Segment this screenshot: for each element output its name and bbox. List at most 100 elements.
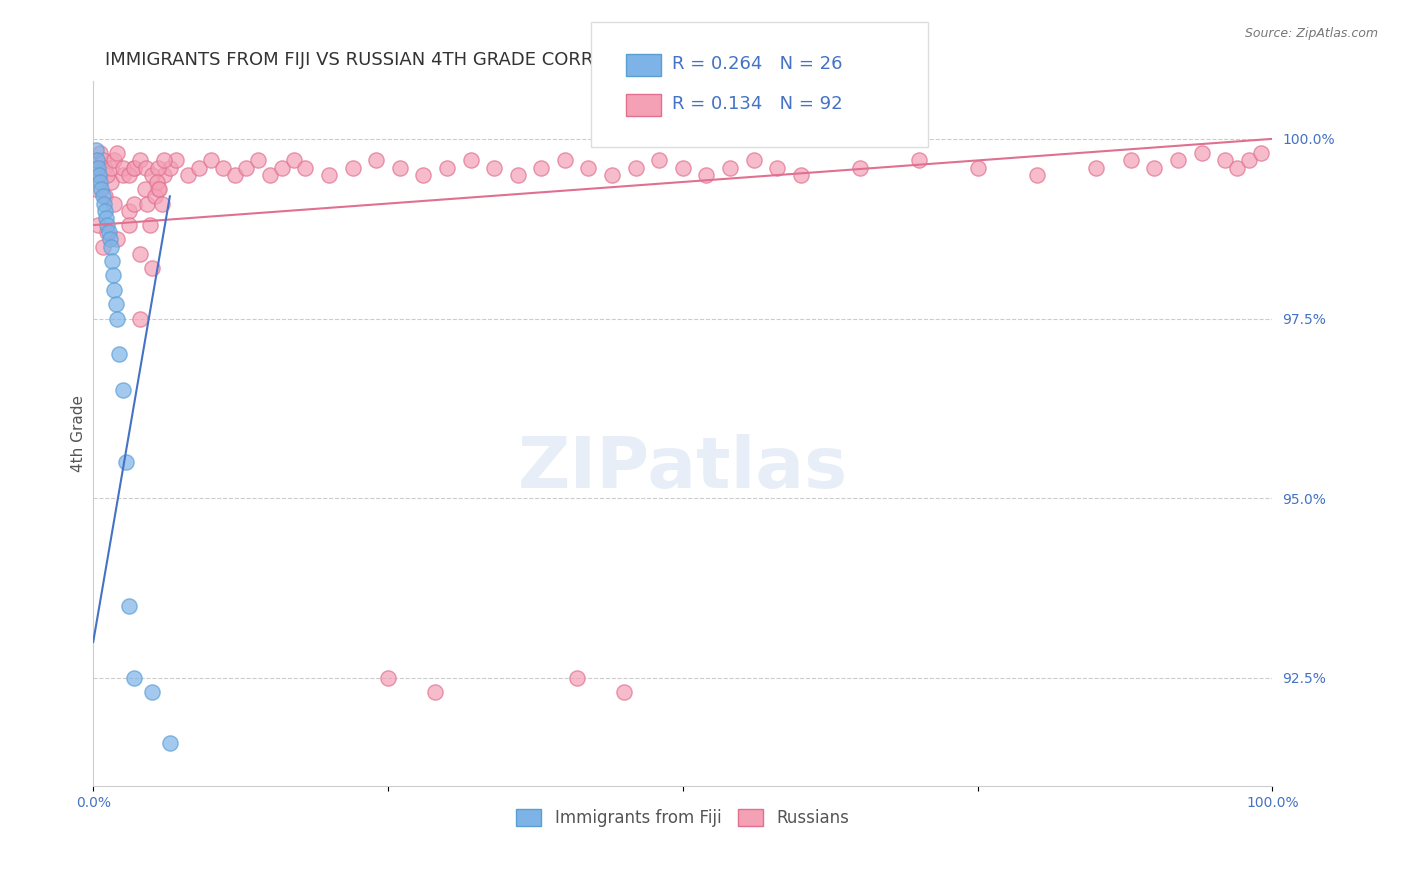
Immigrants from Fiji — [105, 311, 128, 326]
Russians — [436, 161, 458, 175]
Immigrants from Fiji — [100, 240, 122, 254]
Immigrants from Fiji — [90, 182, 112, 196]
Russians — [283, 153, 305, 168]
Russians — [111, 161, 134, 175]
Russians — [718, 161, 741, 175]
Russians — [1237, 153, 1260, 168]
Russians — [117, 168, 139, 182]
Russians — [766, 161, 789, 175]
Russians — [742, 153, 765, 168]
Russians — [578, 161, 600, 175]
Russians — [165, 153, 187, 168]
Immigrants from Fiji — [87, 168, 110, 182]
Russians — [153, 168, 176, 182]
Russians — [482, 161, 505, 175]
Russians — [695, 168, 717, 182]
Russians — [200, 153, 222, 168]
Russians — [259, 168, 281, 182]
Russians — [139, 218, 162, 232]
Russians — [247, 153, 270, 168]
Russians — [366, 153, 388, 168]
Russians — [117, 218, 139, 232]
Russians — [105, 232, 128, 246]
Russians — [613, 685, 636, 699]
Immigrants from Fiji — [111, 384, 134, 398]
Immigrants from Fiji — [96, 211, 118, 225]
Russians — [294, 161, 316, 175]
Russians — [506, 168, 529, 182]
Immigrants from Fiji — [104, 297, 127, 311]
Russians — [1213, 153, 1236, 168]
Russians — [94, 189, 117, 203]
Russians — [907, 153, 929, 168]
Y-axis label: 4th Grade: 4th Grade — [72, 395, 86, 472]
Russians — [89, 146, 111, 161]
Russians — [111, 168, 134, 182]
Russians — [94, 161, 117, 175]
Russians — [1025, 168, 1047, 182]
Immigrants from Fiji — [141, 685, 163, 699]
Immigrants from Fiji — [86, 153, 108, 168]
Text: R = 0.134   N = 92: R = 0.134 N = 92 — [672, 95, 842, 113]
Russians — [412, 168, 434, 182]
Immigrants from Fiji — [97, 225, 120, 239]
Immigrants from Fiji — [93, 196, 115, 211]
Russians — [188, 161, 211, 175]
Russians — [377, 671, 399, 685]
Russians — [600, 168, 623, 182]
Immigrants from Fiji — [115, 455, 138, 469]
Russians — [84, 182, 107, 196]
Russians — [153, 153, 176, 168]
Russians — [141, 168, 163, 182]
Legend: Immigrants from Fiji, Russians: Immigrants from Fiji, Russians — [510, 802, 856, 834]
Russians — [270, 161, 292, 175]
Russians — [1143, 161, 1166, 175]
Russians — [1191, 146, 1213, 161]
Immigrants from Fiji — [84, 143, 107, 157]
Immigrants from Fiji — [96, 218, 118, 232]
Russians — [460, 153, 482, 168]
Russians — [89, 168, 111, 182]
Immigrants from Fiji — [159, 736, 181, 750]
Russians — [425, 685, 447, 699]
Russians — [103, 153, 125, 168]
Russians — [129, 247, 152, 261]
Russians — [624, 161, 647, 175]
Immigrants from Fiji — [98, 232, 121, 246]
Russians — [100, 175, 122, 189]
Immigrants from Fiji — [108, 347, 131, 361]
Immigrants from Fiji — [101, 254, 124, 268]
Russians — [146, 161, 169, 175]
Russians — [148, 182, 170, 196]
Russians — [124, 161, 146, 175]
Russians — [235, 161, 257, 175]
Russians — [1167, 153, 1189, 168]
Russians — [1226, 161, 1249, 175]
Russians — [966, 161, 988, 175]
Russians — [134, 182, 156, 196]
Russians — [87, 218, 110, 232]
Russians — [105, 146, 128, 161]
Russians — [96, 168, 118, 182]
Russians — [146, 182, 169, 196]
Russians — [565, 671, 588, 685]
Russians — [530, 161, 553, 175]
Russians — [96, 225, 118, 239]
Russians — [318, 168, 340, 182]
Text: ZIPatlas: ZIPatlas — [517, 434, 848, 503]
Russians — [224, 168, 246, 182]
Russians — [648, 153, 671, 168]
Russians — [117, 203, 139, 218]
Text: IMMIGRANTS FROM FIJI VS RUSSIAN 4TH GRADE CORRELATION CHART: IMMIGRANTS FROM FIJI VS RUSSIAN 4TH GRAD… — [105, 51, 737, 69]
Russians — [103, 196, 125, 211]
Russians — [388, 161, 411, 175]
Russians — [159, 161, 181, 175]
Immigrants from Fiji — [103, 268, 125, 283]
Immigrants from Fiji — [103, 283, 125, 297]
Russians — [141, 261, 163, 276]
Russians — [143, 189, 166, 203]
Russians — [790, 168, 813, 182]
Immigrants from Fiji — [89, 175, 111, 189]
Russians — [129, 311, 152, 326]
Russians — [1250, 146, 1272, 161]
